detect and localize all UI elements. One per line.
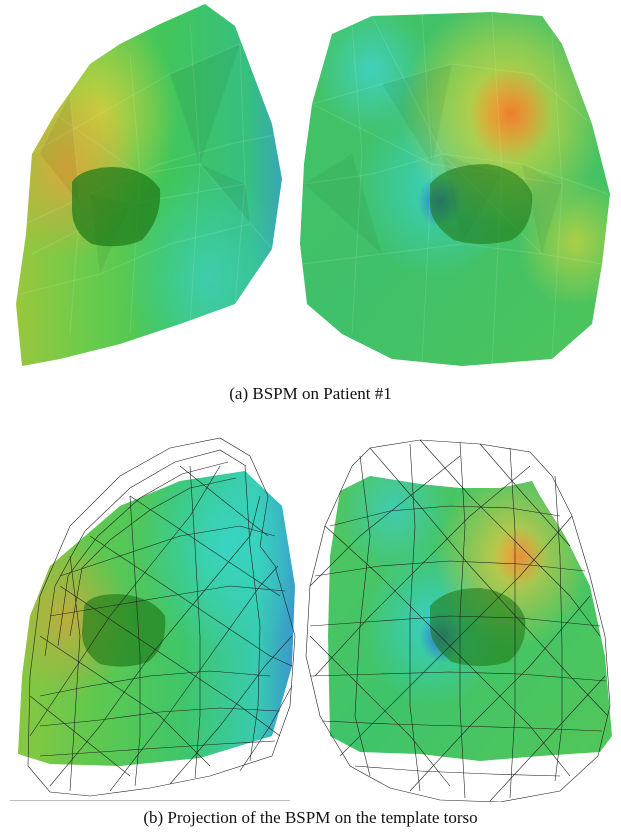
heart-overlay bbox=[82, 594, 166, 667]
bspm-patient-front-view bbox=[292, 4, 614, 370]
projection-left-view bbox=[10, 436, 300, 802]
heart-overlay bbox=[430, 164, 533, 244]
figure-caption-b: (b) Projection of the BSPM on the templa… bbox=[143, 808, 478, 827]
figure-caption-a: (a) BSPM on Patient #1 bbox=[229, 384, 392, 403]
template-torso-wireframe bbox=[27, 437, 296, 797]
figure-divider bbox=[10, 800, 290, 801]
heart-overlay bbox=[72, 167, 161, 247]
projection-front-view bbox=[300, 436, 614, 802]
bspm-patient-left-view bbox=[10, 4, 292, 370]
heart-overlay bbox=[430, 588, 526, 666]
template-torso-wireframe bbox=[305, 439, 611, 802]
torso-surface bbox=[300, 12, 610, 366]
